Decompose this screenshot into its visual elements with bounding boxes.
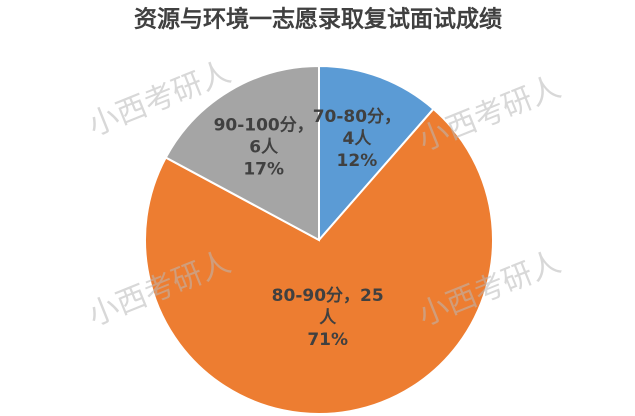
pie-slice bbox=[144, 107, 494, 415]
data-label: 12% bbox=[337, 151, 378, 171]
data-label: 人 bbox=[319, 308, 337, 328]
data-label: 80-90分，25 bbox=[272, 286, 384, 306]
pie bbox=[144, 64, 494, 415]
chart-title: 资源与环境一志愿录取复试面试成绩 bbox=[134, 6, 502, 33]
pie-slice bbox=[164, 64, 320, 242]
pie-slice bbox=[318, 64, 435, 243]
data-label: 17% bbox=[243, 159, 284, 179]
data-label: 90-100分， bbox=[214, 115, 314, 135]
data-label: 70-80分， bbox=[313, 107, 401, 127]
data-label: 6人 bbox=[249, 137, 279, 157]
data-label: 71% bbox=[307, 330, 348, 350]
data-label: 4人 bbox=[342, 129, 372, 149]
